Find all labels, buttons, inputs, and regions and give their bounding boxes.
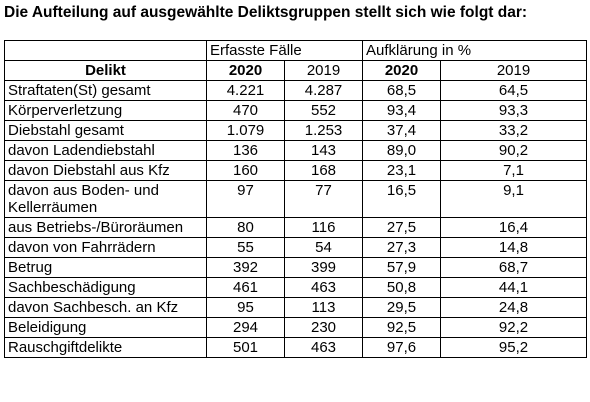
delikt-cell: davon von Fahrrädern xyxy=(4,237,207,258)
table-row: Betrug 392 399 57,9 68,7 xyxy=(4,257,588,278)
delikt-cell: Betrug xyxy=(4,257,207,278)
column-header-erfasst-2019: 2019 xyxy=(283,60,364,81)
erfasst-2020-cell: 95 xyxy=(206,297,285,318)
erfasst-2020-cell: 55 xyxy=(206,237,285,258)
table-row: davon Diebstahl aus Kfz 160 168 23,1 7,1 xyxy=(4,160,588,181)
delikt-cell: aus Betriebs-/Büroräumen xyxy=(4,217,207,238)
aufklaerung-2020-cell: 27,5 xyxy=(362,217,442,238)
table-row: Rauschgiftdelikte 501 463 97,6 95,2 xyxy=(4,337,588,358)
erfasst-2019-cell: 77 xyxy=(283,180,364,218)
aufklaerung-2019-cell: 33,2 xyxy=(440,120,588,141)
table-row: davon Sachbesch. an Kfz 95 113 29,5 24,8 xyxy=(4,297,588,318)
delikt-cell: davon Sachbesch. an Kfz xyxy=(4,297,207,318)
aufklaerung-2020-cell: 97,6 xyxy=(362,337,442,358)
aufklaerung-2019-cell: 64,5 xyxy=(440,80,588,101)
delikt-cell: Diebstahl gesamt xyxy=(4,120,207,141)
erfasst-2019-cell: 230 xyxy=(283,317,364,338)
aufklaerung-2019-cell: 90,2 xyxy=(440,140,588,161)
aufklaerung-2019-cell: 24,8 xyxy=(440,297,588,318)
page-heading: Die Aufteilung auf ausgewählte Deliktsgr… xyxy=(4,4,528,21)
delikt-cell: Rauschgiftdelikte xyxy=(4,337,207,358)
table-row: davon aus Boden- und Kellerräumen 97 77 16,… xyxy=(4,180,588,218)
table-row: Diebstahl gesamt 1.079 1.253 37,4 33,2 xyxy=(4,120,588,141)
erfasst-2020-cell: 294 xyxy=(206,317,285,338)
aufklaerung-2019-cell: 68,7 xyxy=(440,257,588,278)
aufklaerung-2020-cell: 89,0 xyxy=(362,140,442,161)
aufklaerung-2020-cell: 68,5 xyxy=(362,80,442,101)
table-row: Straftaten(St) gesamt 4.221 4.287 68,5 64,5 xyxy=(4,80,588,101)
delikt-cell: Sachbeschädigung xyxy=(4,277,207,298)
erfasst-2019-cell: 113 xyxy=(283,297,364,318)
erfasst-2019-cell: 168 xyxy=(283,160,364,181)
delikt-cell: Körperverletzung xyxy=(4,100,207,121)
table-row: Beleidigung 294 230 92,5 92,2 xyxy=(4,317,588,338)
column-header-erfasst-2020: 2020 xyxy=(206,60,285,81)
aufklaerung-2019-cell: 44,1 xyxy=(440,277,588,298)
aufklaerung-2020-cell: 23,1 xyxy=(362,160,442,181)
empty-corner-cell xyxy=(4,40,207,61)
delikt-cell: Beleidigung xyxy=(4,317,207,338)
erfasst-2019-cell: 4.287 xyxy=(283,80,364,101)
aufklaerung-2019-cell: 16,4 xyxy=(440,217,588,238)
column-header-delikt: Delikt xyxy=(4,60,207,81)
column-header-row: Delikt 2020 2019 2020 2019 xyxy=(4,60,588,81)
delikt-cell: Straftaten(St) gesamt xyxy=(4,80,207,101)
erfasst-2020-cell: 136 xyxy=(206,140,285,161)
erfasst-2019-cell: 54 xyxy=(283,237,364,258)
aufklaerung-2019-cell: 93,3 xyxy=(440,100,588,121)
erfasst-2019-cell: 116 xyxy=(283,217,364,238)
aufklaerung-2020-cell: 92,5 xyxy=(362,317,442,338)
table-row: Sachbeschädigung 461 463 50,8 44,1 xyxy=(4,277,588,298)
table-row: davon von Fahrrädern 55 54 27,3 14,8 xyxy=(4,237,588,258)
delikt-cell: davon Ladendiebstahl xyxy=(4,140,207,161)
aufklaerung-2020-cell: 37,4 xyxy=(362,120,442,141)
erfasst-2020-cell: 80 xyxy=(206,217,285,238)
aufklaerung-2020-cell: 29,5 xyxy=(362,297,442,318)
erfasst-2020-cell: 160 xyxy=(206,160,285,181)
erfasst-2020-cell: 392 xyxy=(206,257,285,278)
erfasst-2020-cell: 501 xyxy=(206,337,285,358)
erfasst-2020-cell: 97 xyxy=(206,180,285,218)
delikt-cell: davon aus Boden- und Kellerräumen xyxy=(4,180,207,218)
group-header-row: Erfasste Fälle Aufklärung in % xyxy=(4,40,588,61)
erfasst-2019-cell: 463 xyxy=(283,337,364,358)
aufklaerung-2020-cell: 27,3 xyxy=(362,237,442,258)
aufklaerung-2019-cell: 7,1 xyxy=(440,160,588,181)
aufklaerung-2020-cell: 57,9 xyxy=(362,257,442,278)
table-row: Körperverletzung 470 552 93,4 93,3 xyxy=(4,100,588,121)
group-header-aufklaerung: Aufklärung in % xyxy=(362,40,588,61)
erfasst-2020-cell: 4.221 xyxy=(206,80,285,101)
statistics-table: Erfasste Fälle Aufklärung in % Delikt 20… xyxy=(4,40,588,358)
column-header-aufklaerung-2019: 2019 xyxy=(440,60,588,81)
erfasst-2020-cell: 1.079 xyxy=(206,120,285,141)
aufklaerung-2020-cell: 16,5 xyxy=(362,180,442,218)
erfasst-2019-cell: 143 xyxy=(283,140,364,161)
aufklaerung-2019-cell: 9,1 xyxy=(440,180,588,218)
table-row: aus Betriebs-/Büroräumen 80 116 27,5 16,4 xyxy=(4,217,588,238)
erfasst-2020-cell: 470 xyxy=(206,100,285,121)
aufklaerung-2019-cell: 14,8 xyxy=(440,237,588,258)
erfasst-2019-cell: 552 xyxy=(283,100,364,121)
aufklaerung-2020-cell: 93,4 xyxy=(362,100,442,121)
column-header-aufklaerung-2020: 2020 xyxy=(362,60,442,81)
aufklaerung-2020-cell: 50,8 xyxy=(362,277,442,298)
aufklaerung-2019-cell: 92,2 xyxy=(440,317,588,338)
erfasst-2019-cell: 1.253 xyxy=(283,120,364,141)
erfasst-2019-cell: 463 xyxy=(283,277,364,298)
erfasst-2019-cell: 399 xyxy=(283,257,364,278)
group-header-erfasst: Erfasste Fälle xyxy=(205,40,364,61)
erfasst-2020-cell: 461 xyxy=(206,277,285,298)
table-row: davon Ladendiebstahl 136 143 89,0 90,2 xyxy=(4,140,588,161)
delikt-cell: davon Diebstahl aus Kfz xyxy=(4,160,207,181)
aufklaerung-2019-cell: 95,2 xyxy=(440,337,588,358)
